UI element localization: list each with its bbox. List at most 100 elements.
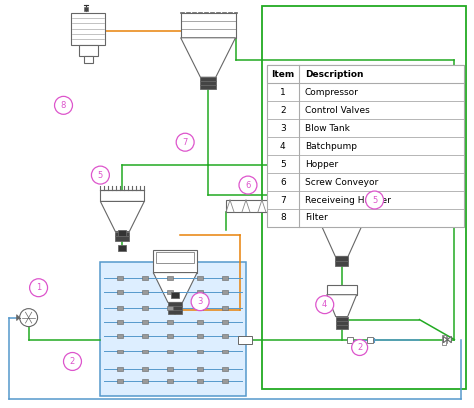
- Bar: [118, 379, 123, 384]
- Text: 7: 7: [280, 195, 286, 204]
- Polygon shape: [322, 226, 362, 256]
- Bar: [167, 276, 173, 280]
- Bar: [197, 306, 203, 310]
- Bar: [156, 252, 194, 264]
- Text: Filter: Filter: [305, 213, 328, 222]
- Bar: [167, 290, 173, 294]
- Bar: [222, 276, 228, 280]
- Circle shape: [191, 293, 209, 310]
- Bar: [115, 237, 129, 242]
- Text: 1: 1: [280, 88, 286, 97]
- Text: Blow Tank: Blow Tank: [305, 124, 350, 133]
- Bar: [142, 276, 148, 280]
- Text: Hopper: Hopper: [305, 160, 338, 169]
- Bar: [118, 245, 127, 251]
- Polygon shape: [327, 295, 356, 317]
- Bar: [167, 306, 173, 310]
- Text: 4: 4: [322, 300, 328, 309]
- Bar: [167, 368, 173, 371]
- Bar: [336, 325, 347, 328]
- Bar: [201, 77, 216, 81]
- Bar: [222, 290, 228, 294]
- Circle shape: [19, 308, 37, 326]
- Circle shape: [91, 166, 109, 184]
- Circle shape: [316, 296, 334, 314]
- Polygon shape: [17, 315, 19, 321]
- Text: Item: Item: [271, 70, 294, 79]
- Bar: [197, 379, 203, 384]
- Polygon shape: [443, 336, 447, 343]
- Bar: [118, 306, 123, 310]
- Bar: [118, 350, 123, 353]
- Circle shape: [352, 339, 368, 355]
- Bar: [79, 45, 98, 56]
- Text: 4: 4: [280, 142, 286, 151]
- Text: 6: 6: [280, 177, 286, 186]
- Text: Control Valves: Control Valves: [305, 106, 370, 115]
- Bar: [168, 302, 182, 306]
- Bar: [100, 262, 246, 396]
- Bar: [267, 65, 465, 83]
- Bar: [335, 256, 348, 262]
- Text: Receiveing Hopper: Receiveing Hopper: [305, 195, 391, 204]
- Bar: [197, 334, 203, 337]
- Bar: [167, 319, 173, 324]
- Circle shape: [64, 353, 82, 370]
- Polygon shape: [100, 202, 144, 231]
- Text: 8: 8: [61, 101, 66, 110]
- Text: Compressor: Compressor: [305, 88, 359, 97]
- Bar: [118, 319, 123, 324]
- Bar: [84, 56, 92, 63]
- Bar: [118, 368, 123, 371]
- Bar: [222, 368, 228, 371]
- Bar: [197, 368, 203, 371]
- Bar: [142, 350, 148, 353]
- Bar: [336, 321, 347, 325]
- Text: Screw Conveyor: Screw Conveyor: [305, 177, 378, 186]
- Bar: [222, 334, 228, 337]
- Bar: [267, 65, 465, 227]
- Bar: [222, 319, 228, 324]
- Polygon shape: [153, 273, 197, 302]
- Text: 2: 2: [280, 106, 286, 115]
- Bar: [142, 319, 148, 324]
- Bar: [226, 200, 290, 212]
- Text: 2: 2: [70, 357, 75, 366]
- Bar: [336, 317, 347, 321]
- Text: 5: 5: [372, 195, 377, 204]
- Text: 6: 6: [245, 181, 251, 190]
- Bar: [153, 250, 197, 273]
- Text: 3: 3: [197, 297, 203, 306]
- Bar: [115, 231, 129, 237]
- Bar: [167, 379, 173, 384]
- Text: 8: 8: [280, 213, 286, 222]
- Bar: [167, 350, 173, 353]
- Bar: [442, 335, 447, 344]
- Bar: [72, 13, 105, 45]
- Bar: [171, 292, 179, 298]
- Text: 5: 5: [98, 171, 103, 180]
- Bar: [335, 262, 348, 266]
- Bar: [100, 190, 144, 202]
- Text: 2: 2: [357, 343, 362, 352]
- Circle shape: [239, 176, 257, 194]
- Polygon shape: [181, 38, 236, 77]
- Bar: [142, 334, 148, 337]
- Circle shape: [365, 191, 383, 209]
- Text: Description: Description: [305, 70, 363, 79]
- Bar: [142, 306, 148, 310]
- Bar: [142, 368, 148, 371]
- Bar: [197, 276, 203, 280]
- Bar: [181, 13, 236, 38]
- Circle shape: [29, 279, 47, 297]
- Text: Batchpump: Batchpump: [305, 142, 357, 151]
- Bar: [366, 337, 373, 343]
- Bar: [84, 7, 89, 11]
- Text: 5: 5: [280, 160, 286, 169]
- Bar: [142, 290, 148, 294]
- Bar: [142, 379, 148, 384]
- Bar: [118, 230, 127, 236]
- Bar: [262, 6, 466, 389]
- Bar: [238, 335, 252, 344]
- Bar: [327, 285, 356, 295]
